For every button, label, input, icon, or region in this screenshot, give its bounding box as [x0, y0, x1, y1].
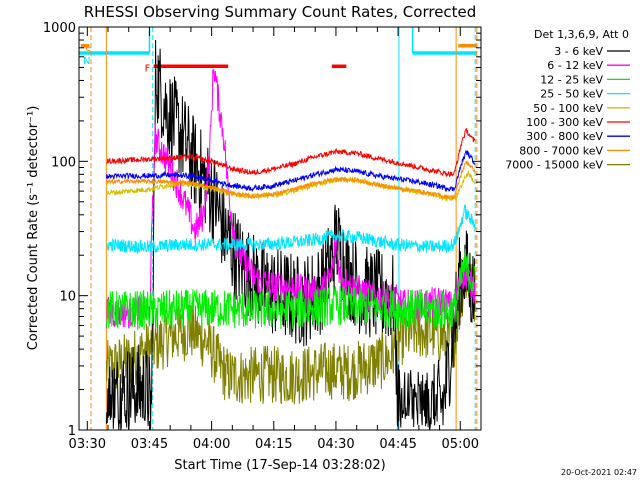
legend-label-12-25-kev: 12 - 25 keV [540, 73, 603, 86]
y-tick-label: 1000 [43, 21, 76, 36]
x-tick-label: 05:00 [442, 437, 479, 452]
series-layer [105, 39, 476, 430]
x-tick-label: 04:45 [379, 437, 416, 452]
x-axis-ticks: 03:30 03:45 04:00 04:15 04:30 04:45 05:00 [69, 27, 482, 452]
legend-label-6-12-kev: 6 - 12 keV [547, 59, 603, 72]
legend-title: Det 1,3,6,9, Att 0 [534, 28, 629, 41]
flag-label-n: N [83, 56, 90, 67]
series-25-50-kev [105, 204, 476, 255]
footer-timestamp: 20-Oct-2021 02:47 [561, 468, 637, 477]
series-800-7000-kev [105, 160, 476, 201]
legend-label-7000-15000-kev: 7000 - 15000 keV [505, 159, 603, 172]
chart-title: RHESSI Observing Summary Count Rates, Co… [84, 3, 477, 21]
flag-label-f: F [145, 63, 151, 74]
flag-label-s: S [85, 46, 91, 57]
x-axis-label: Start Time (17-Sep-14 03:28:02) [174, 458, 385, 473]
legend-label-3-6-kev: 3 - 6 keV [554, 45, 603, 58]
legend-label-800-7000-kev: 800 - 7000 keV [519, 144, 603, 157]
x-tick-label: 04:00 [193, 437, 230, 452]
observing-flag-bands: SN F [79, 27, 477, 74]
series-300-800-kev [105, 150, 476, 193]
y-axis-label: Corrected Count Rate (s⁻¹ detector⁻¹) [26, 106, 41, 351]
x-tick-label: 04:15 [255, 437, 292, 452]
y-tick-label: 1 [68, 424, 76, 439]
legend-label-25-50-kev: 25 - 50 keV [540, 88, 603, 101]
plot-frame [78, 26, 482, 431]
series-12-25-kev [105, 248, 476, 331]
series-3-6-kev [105, 39, 476, 430]
y-axis-ticks: 1 10 100 1000 [43, 21, 481, 439]
y-tick-label: 100 [51, 155, 76, 170]
legend-label-100-300-kev: 100 - 300 keV [526, 116, 603, 129]
legend-label-300-800-kev: 300 - 800 keV [526, 130, 603, 143]
x-tick-label: 03:30 [69, 437, 106, 452]
legend-label-50-100-kev: 50 - 100 keV [533, 102, 603, 115]
x-tick-label: 03:45 [131, 437, 168, 452]
y-tick-label: 10 [59, 290, 76, 305]
x-tick-label: 04:30 [317, 437, 354, 452]
series-100-300-kev [106, 127, 476, 178]
